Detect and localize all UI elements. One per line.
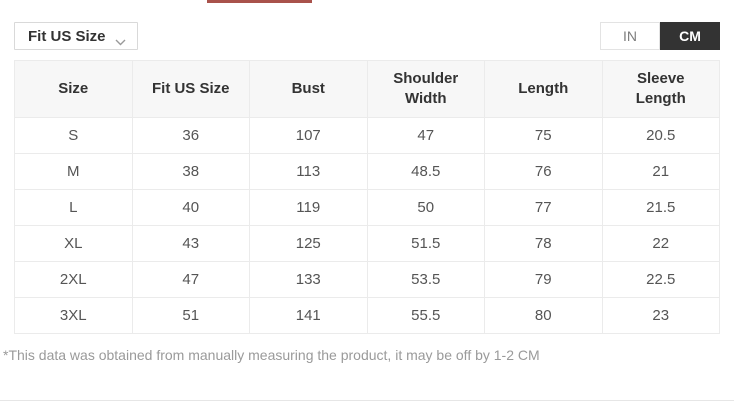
size-label-cell: 3XL [14, 297, 133, 334]
column-header-bust: Bust [249, 60, 368, 118]
column-header-size: Size [14, 60, 133, 118]
column-header-length: Length [484, 60, 603, 118]
measurement-cell: 133 [249, 261, 368, 298]
measurement-cell: 79 [484, 261, 603, 298]
active-tab-indicator [207, 0, 312, 3]
measurement-cell: 80 [484, 297, 603, 334]
measurement-cell: 36 [131, 117, 250, 154]
unit-button-cm[interactable]: CM [660, 22, 720, 50]
measurement-disclaimer: *This data was obtained from manually me… [3, 347, 540, 363]
measurement-cell: 22 [601, 225, 720, 262]
measurement-cell: 21 [601, 153, 720, 190]
size-chart-header-row: Size Fit US Size Bust Shoulder Width Len… [14, 60, 720, 118]
measurement-cell: 20.5 [601, 117, 720, 154]
measurement-cell: 113 [249, 153, 368, 190]
chevron-down-icon [115, 33, 126, 45]
measurement-cell: 119 [249, 189, 368, 226]
measurement-cell: 75 [484, 117, 603, 154]
size-label-cell: S [14, 117, 133, 154]
measurement-cell: 50 [366, 189, 485, 226]
table-row: 3XL 51 141 55.5 80 23 [14, 297, 720, 334]
size-chart-table: Size Fit US Size Bust Shoulder Width Len… [14, 60, 720, 334]
measurement-cell: 22.5 [601, 261, 720, 298]
unit-toggle: IN CM [600, 22, 720, 50]
measurement-cell: 40 [131, 189, 250, 226]
table-row: L 40 119 50 77 21.5 [14, 189, 720, 226]
table-row: XL 43 125 51.5 78 22 [14, 225, 720, 262]
size-label-cell: L [14, 189, 133, 226]
measurement-cell: 48.5 [366, 153, 485, 190]
column-header-sleeve-length: Sleeve Length [601, 60, 720, 118]
measurement-cell: 125 [249, 225, 368, 262]
table-row: S 36 107 47 75 20.5 [14, 117, 720, 154]
measurement-cell: 51 [131, 297, 250, 334]
measurement-cell: 43 [131, 225, 250, 262]
measurement-cell: 51.5 [366, 225, 485, 262]
measurement-cell: 77 [484, 189, 603, 226]
fit-standard-dropdown[interactable]: Fit US Size [14, 22, 138, 50]
measurement-cell: 47 [131, 261, 250, 298]
measurement-cell: 55.5 [366, 297, 485, 334]
column-header-shoulder-width: Shoulder Width [366, 60, 485, 118]
column-header-fit-us-size: Fit US Size [131, 60, 250, 118]
measurement-cell: 76 [484, 153, 603, 190]
measurement-cell: 78 [484, 225, 603, 262]
controls-row: Fit US Size IN CM [14, 22, 720, 50]
unit-button-in[interactable]: IN [600, 22, 660, 50]
size-label-cell: M [14, 153, 133, 190]
measurement-cell: 38 [131, 153, 250, 190]
fit-standard-dropdown-label: Fit US Size [28, 27, 106, 45]
measurement-cell: 53.5 [366, 261, 485, 298]
size-label-cell: XL [14, 225, 133, 262]
measurement-cell: 47 [366, 117, 485, 154]
table-row: 2XL 47 133 53.5 79 22.5 [14, 261, 720, 298]
size-chart-body: S 36 107 47 75 20.5 M 38 113 48.5 76 21 L 40 119 50 77 21… [14, 117, 720, 334]
measurement-cell: 23 [601, 297, 720, 334]
measurement-cell: 21.5 [601, 189, 720, 226]
measurement-cell: 141 [249, 297, 368, 334]
section-divider [0, 400, 734, 401]
measurement-cell: 107 [249, 117, 368, 154]
table-row: M 38 113 48.5 76 21 [14, 153, 720, 190]
size-label-cell: 2XL [14, 261, 133, 298]
